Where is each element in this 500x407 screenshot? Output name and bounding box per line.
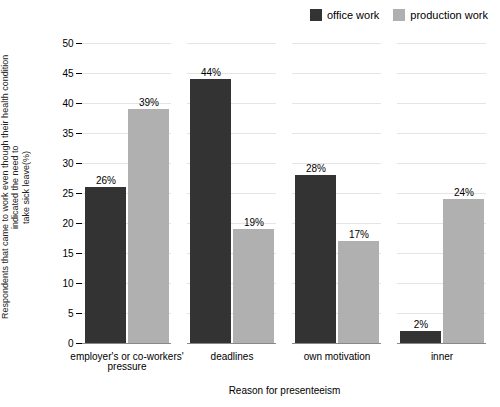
svg-text:28%: 28% xyxy=(306,163,326,174)
svg-text:44%: 44% xyxy=(201,67,221,78)
html-text:production work: production work xyxy=(410,9,488,21)
svg-text:24%: 24% xyxy=(454,187,474,198)
svg-text:15: 15 xyxy=(62,248,74,259)
svg-text:40: 40 xyxy=(62,98,74,109)
svg-text:Reason for presenteeism: Reason for presenteeism xyxy=(229,385,341,396)
svg-text:employer's or co-workers'press: employer's or co-workers'pressure xyxy=(70,351,183,372)
svg-text:45: 45 xyxy=(62,68,74,79)
svg-text:deadlines: deadlines xyxy=(211,351,254,362)
svg-text:25: 25 xyxy=(62,188,74,199)
svg-text:0: 0 xyxy=(68,338,74,349)
svg-text:19%: 19% xyxy=(244,217,264,228)
svg-text:inner: inner xyxy=(431,351,454,362)
svg-text:39%: 39% xyxy=(139,97,159,108)
svg-text:5: 5 xyxy=(68,308,74,319)
svg-text:2%: 2% xyxy=(414,319,429,330)
svg-text:50: 50 xyxy=(62,38,74,49)
svg-text:30: 30 xyxy=(62,158,74,169)
svg-text:17%: 17% xyxy=(349,229,369,240)
html-text:Respondents that came to work: Respondents that came to work even thoug… xyxy=(0,54,31,320)
svg-text:35: 35 xyxy=(62,128,74,139)
svg-text:20: 20 xyxy=(62,218,74,229)
svg-text:26%: 26% xyxy=(96,175,116,186)
svg-text:own motivation: own motivation xyxy=(304,351,371,362)
html-text:office work: office work xyxy=(327,9,380,21)
svg-text:10: 10 xyxy=(62,278,74,289)
